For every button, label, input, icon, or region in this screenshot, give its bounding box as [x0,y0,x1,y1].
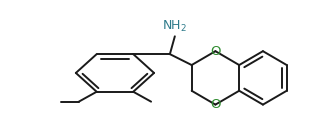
Text: O: O [210,98,221,111]
Text: O: O [210,45,221,58]
Text: NH$_2$: NH$_2$ [162,19,187,34]
